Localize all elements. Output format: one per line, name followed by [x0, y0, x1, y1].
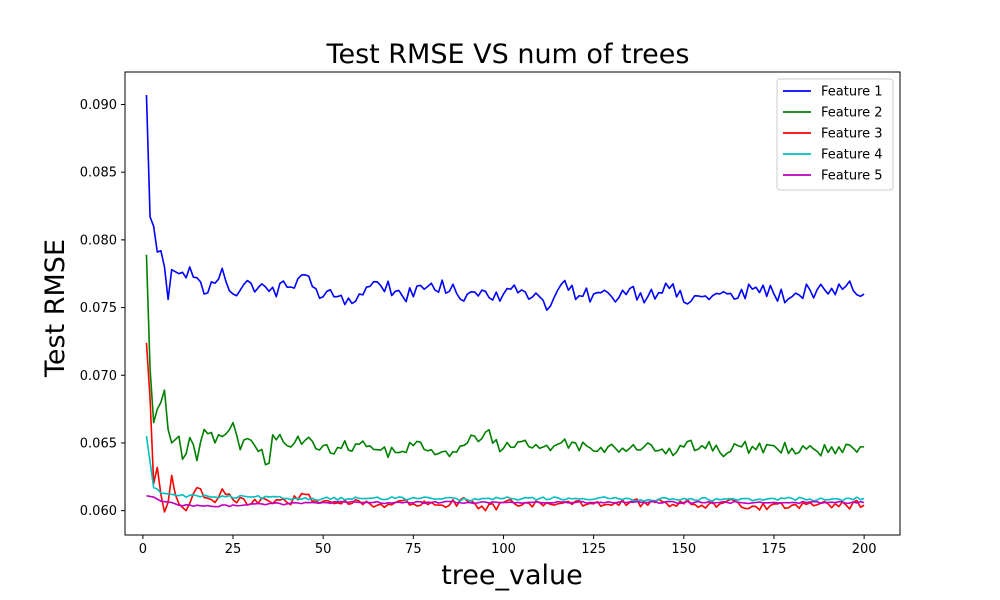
x-tick-label: 175 [762, 542, 787, 557]
y-tick-label: 0.075 [80, 301, 117, 316]
y-tick-label: 0.085 [80, 166, 117, 181]
series-line-5 [146, 494, 865, 508]
x-tick-label: 150 [671, 542, 696, 557]
series-line-4 [145, 436, 865, 502]
y-tick-label: 0.065 [80, 436, 117, 451]
y-tick-label: 0.070 [80, 369, 117, 384]
series-line-2 [145, 254, 865, 466]
legend-entry: Feature 5 [821, 169, 883, 184]
x-tick-label: 75 [405, 542, 422, 557]
chart-title: Test RMSE VS num of trees [326, 39, 690, 70]
legend-entry: Feature 4 [821, 148, 883, 163]
plot-frame [124, 71, 901, 536]
x-tick-label: 125 [581, 542, 606, 557]
x-tick-label: 0 [139, 542, 147, 557]
legend-entry: Feature 2 [821, 106, 883, 121]
plot-lines [145, 94, 865, 513]
legend-entry: Feature 1 [821, 85, 883, 100]
y-tick-label: 0.090 [80, 98, 117, 113]
x-tick-label: 100 [491, 542, 516, 557]
y-tick-label: 0.060 [80, 504, 117, 519]
legend-box [776, 78, 894, 191]
x-tick-label: 25 [225, 542, 242, 557]
y-tick-label: 0.080 [80, 233, 117, 248]
series-line-1 [145, 94, 865, 311]
x-axis-label: tree_value [441, 560, 583, 591]
y-axis: 0.060 0.065 0.070 0.075 0.080 0.085 0.090 [80, 98, 125, 519]
legend: Feature 1 Feature 2 Feature 3 Feature 4 Feat… [776, 78, 894, 191]
x-axis: 0 25 50 75 100 125 150 175 200 [139, 535, 877, 557]
y-axis-label: Test RMSE [40, 239, 71, 378]
legend-entry: Feature 3 [821, 127, 883, 142]
series-line-3 [145, 342, 865, 513]
x-tick-label: 50 [315, 542, 332, 557]
x-tick-label: 200 [852, 542, 877, 557]
